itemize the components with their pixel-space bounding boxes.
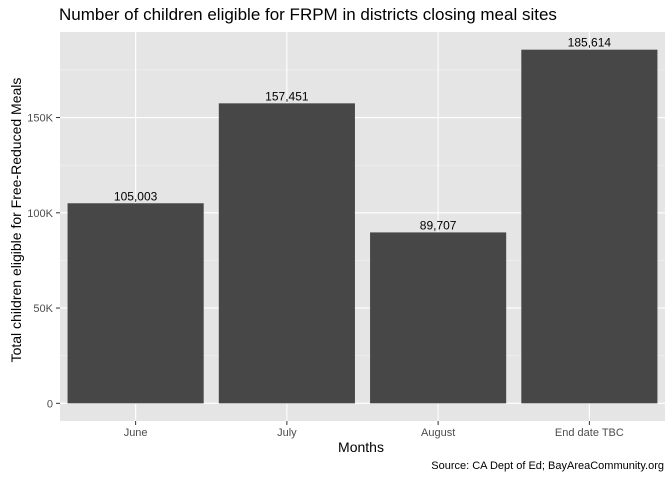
chart-title: Number of children eligible for FRPM in … [59,5,557,24]
source-caption: Source: CA Dept of Ed; BayAreaCommunity.… [431,460,664,472]
data-label: 105,003 [114,189,158,203]
x-axis-label: Months [338,439,384,455]
x-tick-label: End date TBC [555,427,624,439]
y-tick-label: 100K [27,208,53,220]
bar-june [67,203,204,404]
bar-july [218,103,355,404]
data-label: 185,614 [568,36,612,50]
data-label: 157,451 [265,89,309,103]
y-tick-label: 150K [27,113,53,125]
y-tick-label: 0 [47,398,53,410]
x-tick-label: August [421,427,455,439]
y-tick-label: 50K [33,303,53,315]
x-tick-label: July [277,427,297,439]
x-tick-label: June [124,427,148,439]
bar-august [370,232,507,404]
bar-end-date-tbc [521,49,658,404]
data-label: 89,707 [420,218,457,232]
